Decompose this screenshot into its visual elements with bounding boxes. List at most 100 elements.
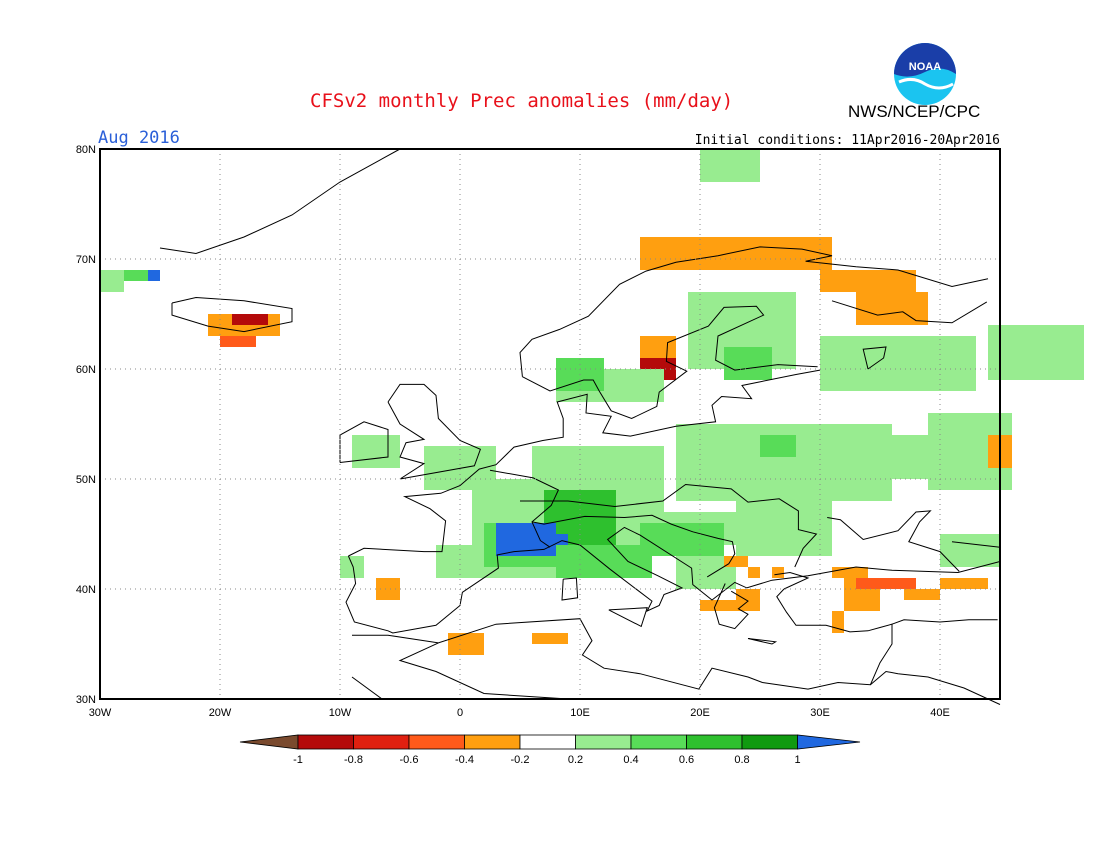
anomaly-cell bbox=[736, 347, 748, 358]
anomaly-cell bbox=[688, 490, 700, 501]
anomaly-cell bbox=[808, 248, 820, 259]
anomaly-cell bbox=[736, 501, 748, 512]
lat-label: 70N bbox=[76, 254, 96, 266]
anomaly-cell bbox=[580, 479, 592, 490]
anomaly-cell bbox=[592, 358, 604, 369]
anomaly-cell bbox=[340, 567, 352, 578]
anomaly-cell bbox=[628, 567, 640, 578]
anomaly-cell bbox=[940, 413, 952, 424]
anomaly-cell bbox=[856, 435, 868, 446]
anomaly-cell bbox=[916, 314, 928, 325]
anomaly-cell bbox=[952, 479, 964, 490]
anomaly-cell bbox=[892, 369, 904, 380]
anomaly-cell bbox=[928, 479, 940, 490]
anomaly-cell bbox=[688, 567, 700, 578]
anomaly-cell bbox=[736, 237, 748, 248]
anomaly-cell bbox=[820, 479, 832, 490]
anomaly-cell bbox=[436, 457, 448, 468]
anomaly-cell bbox=[592, 490, 604, 501]
anomaly-cell bbox=[736, 303, 748, 314]
coastline bbox=[171, 296, 293, 333]
anomaly-cell bbox=[556, 556, 568, 567]
anomaly-cell bbox=[988, 534, 1000, 545]
anomaly-cell bbox=[472, 545, 484, 556]
anomaly-cell bbox=[460, 644, 472, 655]
anomaly-cell bbox=[736, 369, 748, 380]
anomaly-cell bbox=[676, 578, 688, 589]
anomaly-cell bbox=[820, 248, 832, 259]
anomaly-cell bbox=[820, 358, 832, 369]
anomaly-cell bbox=[964, 369, 976, 380]
anomaly-cell bbox=[748, 149, 760, 160]
lat-label: 40N bbox=[76, 584, 96, 596]
anomaly-cell bbox=[904, 281, 916, 292]
anomaly-cell bbox=[664, 358, 676, 369]
anomaly-cell bbox=[868, 424, 880, 435]
anomaly-cell bbox=[904, 292, 916, 303]
anomaly-cell bbox=[376, 435, 388, 446]
lat-label: 60N bbox=[76, 364, 96, 376]
anomaly-cell bbox=[1060, 347, 1072, 358]
anomaly-cell bbox=[532, 545, 544, 556]
coastline bbox=[345, 526, 1001, 634]
anomaly-cell bbox=[892, 380, 904, 391]
anomaly-cell bbox=[544, 468, 556, 479]
anomaly-cell bbox=[1072, 369, 1084, 380]
anomaly-cell bbox=[748, 545, 760, 556]
anomaly-cell bbox=[244, 325, 256, 336]
anomaly-cell bbox=[832, 380, 844, 391]
anomaly-cell bbox=[856, 468, 868, 479]
anomaly-cell bbox=[892, 435, 904, 446]
anomaly-cell bbox=[508, 523, 520, 534]
anomaly-cell bbox=[748, 237, 760, 248]
anomaly-cell bbox=[784, 512, 796, 523]
anomaly-cell bbox=[628, 490, 640, 501]
anomaly-cell bbox=[832, 424, 844, 435]
anomaly-cell bbox=[652, 237, 664, 248]
anomaly-cell bbox=[904, 336, 916, 347]
anomaly-cell bbox=[1000, 369, 1012, 380]
anomaly-cell bbox=[868, 490, 880, 501]
anomaly-cell bbox=[748, 347, 760, 358]
anomaly-cell bbox=[700, 534, 712, 545]
anomaly-cell bbox=[460, 457, 472, 468]
anomaly-cell bbox=[544, 567, 556, 578]
anomaly-cell bbox=[904, 468, 916, 479]
anomaly-cell bbox=[736, 358, 748, 369]
legend-swatch bbox=[464, 734, 521, 750]
anomaly-cell bbox=[928, 358, 940, 369]
anomaly-cell bbox=[700, 347, 712, 358]
anomaly-cell bbox=[640, 490, 652, 501]
anomaly-cell bbox=[508, 512, 520, 523]
anomaly-cell bbox=[376, 446, 388, 457]
anomaly-cell bbox=[868, 292, 880, 303]
anomaly-cell bbox=[988, 336, 1000, 347]
anomaly-cell bbox=[712, 248, 724, 259]
legend-swatch bbox=[297, 734, 354, 750]
anomaly-cell bbox=[448, 633, 460, 644]
anomaly-cell bbox=[964, 468, 976, 479]
anomaly-cell bbox=[988, 325, 1000, 336]
anomaly-cell bbox=[844, 490, 856, 501]
anomaly-cell bbox=[796, 446, 808, 457]
anomaly-cell bbox=[748, 589, 760, 600]
anomaly-cell bbox=[616, 501, 628, 512]
anomaly-cell bbox=[532, 479, 544, 490]
anomaly-cell bbox=[880, 358, 892, 369]
anomaly-cell bbox=[748, 534, 760, 545]
anomaly-cell bbox=[484, 468, 496, 479]
anomaly-cell bbox=[724, 325, 736, 336]
anomaly-cell bbox=[952, 457, 964, 468]
anomaly-cell bbox=[844, 567, 856, 578]
anomaly-cell bbox=[652, 512, 664, 523]
anomaly-cell bbox=[868, 347, 880, 358]
anomaly-cell bbox=[676, 237, 688, 248]
anomaly-cell bbox=[748, 501, 760, 512]
anomaly-cell bbox=[736, 314, 748, 325]
anomaly-cell bbox=[640, 523, 652, 534]
anomaly-cell bbox=[1048, 347, 1060, 358]
anomaly-cell bbox=[736, 479, 748, 490]
anomaly-cell bbox=[784, 424, 796, 435]
anomaly-cell bbox=[1000, 468, 1012, 479]
anomaly-cell bbox=[820, 336, 832, 347]
